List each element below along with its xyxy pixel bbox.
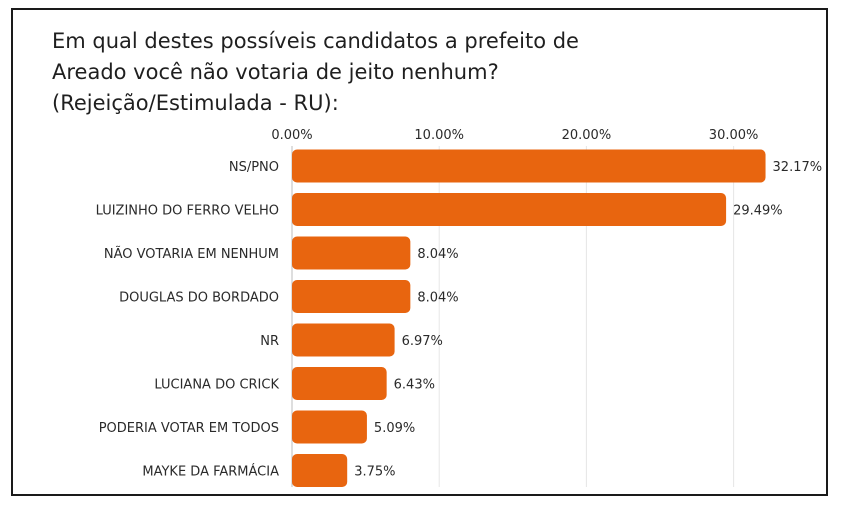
bar xyxy=(292,454,348,487)
category-label: NS/PNO xyxy=(229,160,279,175)
bar xyxy=(292,323,395,357)
value-label: 32.17% xyxy=(773,160,823,175)
bar xyxy=(292,149,766,183)
category-label: LUIZINHO DO FERRO VELHO xyxy=(96,204,279,219)
title-line-3: (Rejeição/Estimulada - RU): xyxy=(52,91,339,115)
category-label: PODERIA VOTAR EM TODOS xyxy=(99,421,279,436)
category-label: MAYKE DA FARMÁCIA xyxy=(142,464,279,480)
bar xyxy=(292,193,727,226)
x-tick-label: 20.00% xyxy=(562,128,612,143)
bar xyxy=(292,236,411,270)
value-label: 6.97% xyxy=(402,334,443,349)
x-tick-label: 10.00% xyxy=(414,128,464,143)
category-label: LUCIANA DO CRICK xyxy=(154,378,279,393)
title-line-1: Em qual destes possíveis candidatos a pr… xyxy=(52,29,579,53)
title-line-2: Areado você não votaria de jeito nenhum? xyxy=(52,60,499,84)
bar xyxy=(292,410,367,444)
bar xyxy=(292,280,411,313)
value-label: 29.49% xyxy=(733,204,783,219)
value-label: 8.04% xyxy=(417,247,458,262)
category-label: DOUGLAS DO BORDADO xyxy=(119,291,279,306)
value-label: 5.09% xyxy=(374,421,415,436)
value-label: 8.04% xyxy=(417,291,458,306)
value-label: 3.75% xyxy=(354,465,395,480)
chart-frame xyxy=(11,8,828,496)
category-label: NÃO VOTARIA EM NENHUM xyxy=(104,246,279,262)
chart-title: Em qual destes possíveis candidatos a pr… xyxy=(52,26,579,119)
x-tick-label: 0.00% xyxy=(271,128,312,143)
category-label: NR xyxy=(260,334,279,349)
bar xyxy=(292,367,387,400)
value-label: 6.43% xyxy=(394,378,435,393)
x-tick-label: 30.00% xyxy=(709,128,759,143)
